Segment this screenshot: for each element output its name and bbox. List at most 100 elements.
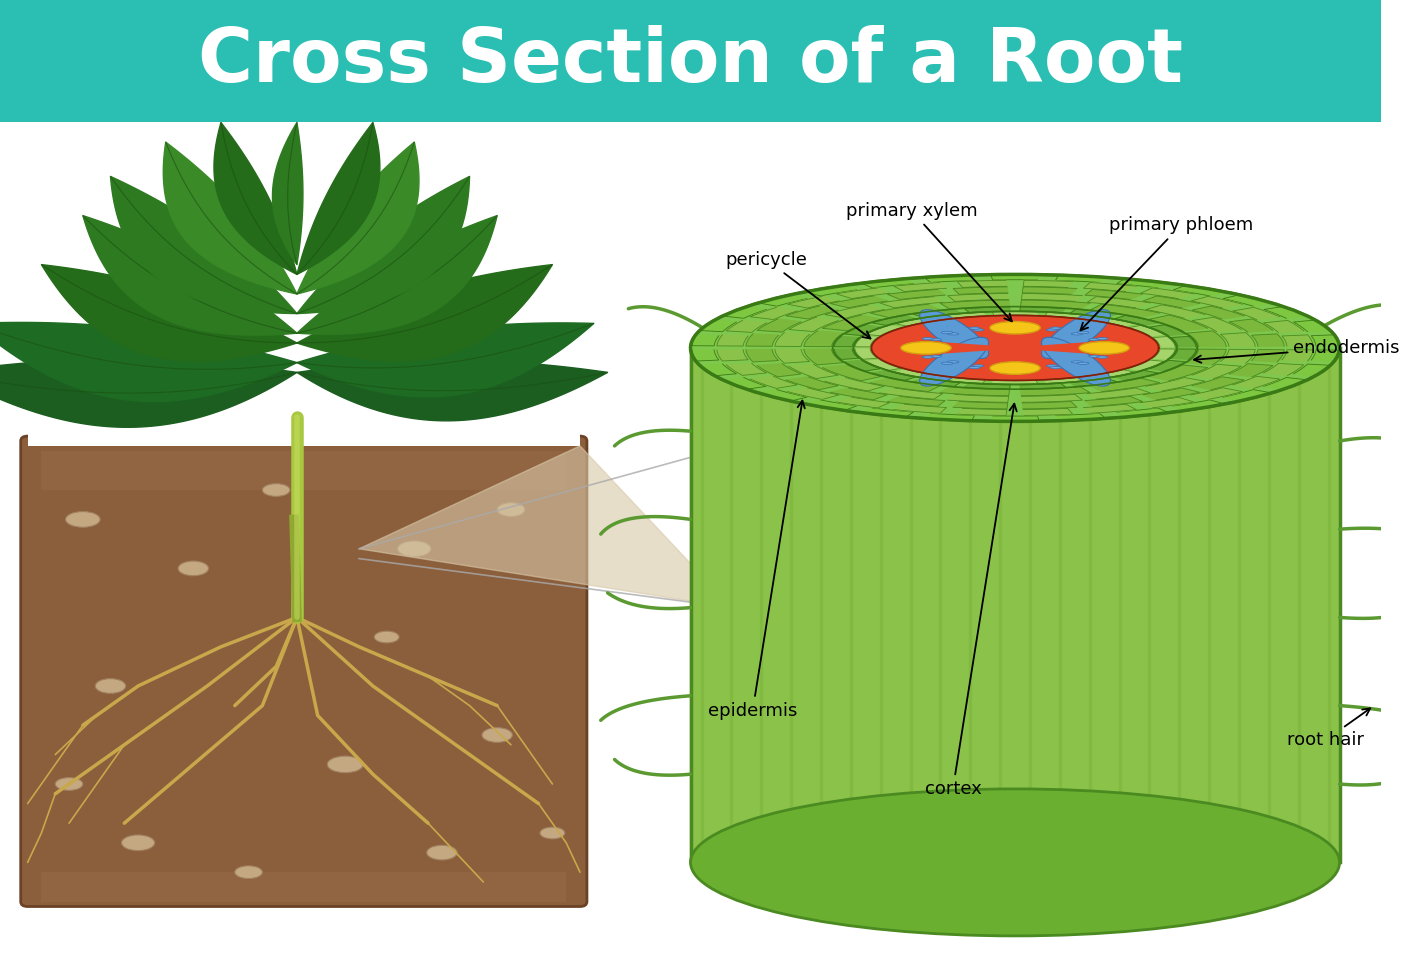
Ellipse shape: [972, 328, 983, 331]
FancyBboxPatch shape: [0, 0, 1382, 122]
Polygon shape: [1293, 365, 1330, 375]
Polygon shape: [948, 394, 1009, 403]
Polygon shape: [750, 376, 798, 388]
Polygon shape: [701, 320, 736, 331]
Ellipse shape: [1096, 337, 1109, 340]
Polygon shape: [855, 349, 878, 360]
Polygon shape: [1150, 324, 1185, 335]
Ellipse shape: [972, 365, 983, 368]
Ellipse shape: [540, 827, 564, 839]
Polygon shape: [1128, 360, 1164, 370]
Ellipse shape: [1071, 361, 1083, 363]
Polygon shape: [1055, 275, 1106, 282]
Polygon shape: [1173, 285, 1224, 296]
Polygon shape: [834, 336, 858, 347]
Polygon shape: [788, 388, 839, 400]
Polygon shape: [862, 408, 913, 416]
Polygon shape: [1090, 378, 1159, 392]
Ellipse shape: [1078, 331, 1089, 333]
Ellipse shape: [1041, 310, 1110, 359]
Ellipse shape: [941, 363, 953, 365]
Polygon shape: [1263, 307, 1306, 318]
Polygon shape: [1117, 408, 1168, 416]
Polygon shape: [1252, 334, 1285, 346]
Polygon shape: [913, 310, 960, 318]
Ellipse shape: [930, 338, 941, 341]
Polygon shape: [938, 377, 985, 383]
Ellipse shape: [1050, 327, 1061, 329]
Ellipse shape: [398, 541, 431, 557]
Polygon shape: [692, 335, 719, 346]
Polygon shape: [834, 349, 858, 360]
Polygon shape: [787, 306, 839, 318]
Polygon shape: [1023, 409, 1072, 416]
Polygon shape: [297, 216, 497, 334]
Ellipse shape: [121, 835, 155, 851]
Polygon shape: [1090, 304, 1159, 318]
Polygon shape: [1085, 289, 1142, 300]
Polygon shape: [1150, 361, 1185, 371]
Polygon shape: [1114, 316, 1158, 325]
Polygon shape: [83, 216, 297, 335]
Ellipse shape: [374, 631, 400, 643]
Polygon shape: [1114, 370, 1158, 380]
Polygon shape: [953, 402, 1007, 409]
Polygon shape: [789, 365, 839, 378]
Ellipse shape: [941, 331, 953, 333]
Polygon shape: [895, 369, 938, 378]
Polygon shape: [297, 361, 608, 420]
Polygon shape: [893, 282, 947, 292]
Ellipse shape: [262, 483, 290, 496]
Polygon shape: [879, 388, 943, 399]
Polygon shape: [757, 319, 801, 332]
Polygon shape: [750, 308, 798, 319]
Polygon shape: [1233, 376, 1280, 388]
Polygon shape: [964, 383, 1010, 389]
Polygon shape: [1020, 387, 1090, 396]
Ellipse shape: [900, 342, 951, 354]
Polygon shape: [297, 142, 419, 294]
Polygon shape: [1230, 319, 1273, 332]
Polygon shape: [701, 365, 736, 375]
Polygon shape: [718, 350, 749, 361]
Polygon shape: [893, 404, 947, 414]
Polygon shape: [1311, 335, 1338, 346]
Polygon shape: [1071, 378, 1117, 386]
Ellipse shape: [328, 757, 363, 772]
Polygon shape: [0, 322, 297, 402]
Polygon shape: [1148, 316, 1207, 331]
Ellipse shape: [1047, 328, 1058, 331]
Ellipse shape: [497, 503, 525, 516]
Polygon shape: [836, 288, 889, 299]
Polygon shape: [1263, 377, 1306, 389]
Polygon shape: [726, 364, 767, 375]
Polygon shape: [867, 360, 902, 370]
Text: endodermis: endodermis: [1195, 339, 1400, 363]
Polygon shape: [822, 365, 881, 380]
Polygon shape: [806, 400, 857, 411]
Polygon shape: [788, 296, 839, 308]
Polygon shape: [886, 339, 1009, 357]
Polygon shape: [1092, 318, 1134, 326]
Polygon shape: [691, 348, 1339, 936]
Polygon shape: [214, 122, 297, 274]
Ellipse shape: [235, 866, 262, 878]
Polygon shape: [1152, 349, 1175, 360]
Polygon shape: [830, 296, 888, 308]
Ellipse shape: [1096, 356, 1109, 359]
Ellipse shape: [426, 845, 457, 860]
Polygon shape: [957, 280, 1007, 287]
Polygon shape: [992, 312, 1038, 316]
Ellipse shape: [1050, 367, 1061, 368]
Polygon shape: [825, 305, 884, 318]
Polygon shape: [1141, 288, 1195, 299]
Ellipse shape: [922, 337, 933, 340]
Ellipse shape: [66, 512, 100, 527]
Polygon shape: [1172, 349, 1196, 360]
Polygon shape: [775, 332, 809, 347]
Polygon shape: [1293, 320, 1330, 331]
Ellipse shape: [922, 356, 933, 359]
Polygon shape: [1282, 335, 1313, 346]
Ellipse shape: [55, 778, 83, 790]
Ellipse shape: [947, 333, 958, 335]
